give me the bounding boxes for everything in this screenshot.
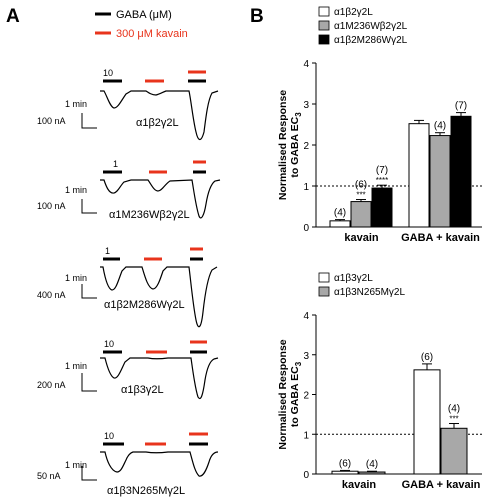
bar (329, 220, 351, 228)
trace-beta2m286w: 1 1 min 400 nA α1β2M286Wγ2L (37, 246, 218, 328)
time-scale-label: 1 min (65, 273, 87, 283)
trace-alpha1m236w: 1 1 min 100 nA α1M236Wβ2γ2L (37, 159, 221, 221)
current-trace (100, 266, 218, 328)
x-category-label: kavain (344, 232, 379, 244)
legend-swatch (318, 286, 330, 297)
gaba-concentration-label: 10 (103, 68, 113, 78)
y-tick-label: 2 (303, 141, 309, 152)
legend-swatch (318, 6, 330, 17)
bar (358, 471, 386, 475)
sample-size-label: (6) (355, 180, 367, 191)
legend-label: α1β2γ2L (334, 7, 373, 18)
current-trace (100, 90, 219, 141)
x-category-label: kavain (342, 479, 377, 491)
receptor-name: α1β2M286Wγ2L (104, 299, 185, 311)
scale-bar (81, 373, 97, 392)
sample-size-label: (6) (339, 458, 351, 469)
y-tick-label: 0 (303, 470, 309, 481)
panel-a-label: A (6, 6, 20, 27)
receptor-name: α1β3γ2L (121, 384, 164, 396)
time-scale-label: 1 min (65, 460, 87, 470)
trace-beta3n265m: 10 1 min 50 nA α1β3N265Mγ2L (37, 431, 219, 497)
scale-bar (81, 113, 97, 129)
bar-chart-beta3-mutants: α1β3γ2L α1β3N265Mγ2L 0 1 2 3 4 Normalised Respo… (277, 272, 482, 491)
kavain-legend-label: 300 μM kavain (116, 28, 188, 40)
time-scale-label: 1 min (65, 361, 87, 371)
bar (350, 201, 372, 228)
gaba-legend-label: GABA (μM) (116, 9, 172, 21)
current-scale-label: 50 nA (37, 471, 61, 481)
legend-swatch (318, 20, 330, 31)
bar (408, 123, 430, 228)
bar (371, 187, 393, 228)
current-scale-label: 400 nA (37, 290, 66, 300)
x-category-label: GABA + kavain (401, 232, 480, 244)
trace-alpha1beta2gamma2l: 10 1 min 100 nA α1β2γ2L (37, 68, 219, 141)
gaba-concentration-label: 10 (104, 339, 114, 349)
current-trace (100, 357, 219, 400)
legend-label: α1β3N265Mγ2L (334, 287, 405, 298)
significance-label: *** (449, 415, 458, 424)
current-scale-label: 100 nA (37, 116, 66, 126)
y-tick-label: 0 (303, 223, 309, 234)
receptor-name: α1β2γ2L (136, 117, 179, 129)
y-tick-label: 1 (303, 182, 309, 193)
time-scale-label: 1 min (65, 99, 87, 109)
y-tick-label: 2 (303, 391, 309, 402)
significance-label: *** (356, 191, 365, 200)
y-tick-label: 4 (303, 59, 309, 70)
legend-swatch (318, 272, 330, 283)
y-tick-label: 3 (303, 100, 309, 111)
panel-a-legend: GABA (μM) 300 μM kavain (95, 9, 188, 40)
bar (450, 115, 472, 228)
legend-swatch (318, 34, 330, 45)
bar (429, 135, 451, 228)
trace-alpha1beta3gamma2l: 10 1 min 200 nA α1β3γ2L (37, 339, 219, 400)
y-tick-label: 3 (303, 351, 309, 362)
bar (440, 427, 468, 475)
legend-label: α1β3γ2L (334, 273, 373, 284)
sample-size-label: (6) (421, 352, 433, 363)
x-category-label: GABA + kavain (402, 479, 481, 491)
legend-label: α1M236Wβ2γ2L (334, 21, 408, 32)
scale-bar (81, 284, 97, 299)
sample-size-label: (4) (448, 404, 460, 415)
sample-size-label: (4) (366, 459, 378, 470)
sample-size-label: (4) (434, 121, 446, 132)
sample-size-label: (4) (334, 208, 346, 219)
current-trace (100, 451, 219, 477)
sample-size-label: (7) (376, 165, 388, 176)
sample-size-label: (7) (455, 101, 467, 112)
y-axis-label: Normalised Responseto GABA EC3 (277, 90, 303, 200)
y-tick-label: 4 (303, 311, 309, 322)
panel-b-label: B (250, 6, 264, 27)
gaba-concentration-label: 1 (113, 159, 118, 169)
bar (331, 470, 359, 475)
receptor-name: α1M236Wβ2γ2L (109, 209, 190, 221)
significance-label: **** (376, 176, 388, 185)
y-axis-label: Normalised Responseto GABA EC3 (277, 339, 303, 449)
receptor-name: α1β3N265Mγ2L (107, 485, 185, 497)
gaba-concentration-label: 10 (104, 431, 114, 441)
scale-bar (81, 199, 97, 214)
bar (413, 369, 441, 475)
scale-bar (81, 466, 97, 481)
y-tick-label: 1 (303, 430, 309, 441)
current-scale-label: 100 nA (37, 201, 66, 211)
gaba-concentration-label: 1 (105, 246, 110, 256)
bar-chart-beta2-mutants: α1β2γ2L α1M236Wβ2γ2L α1β2M286Wγ2L 0 1 2 3 4 Norm… (277, 6, 482, 244)
time-scale-label: 1 min (65, 185, 87, 195)
legend-label: α1β2M286Wγ2L (334, 35, 408, 46)
current-scale-label: 200 nA (37, 380, 66, 390)
current-trace (100, 179, 221, 219)
